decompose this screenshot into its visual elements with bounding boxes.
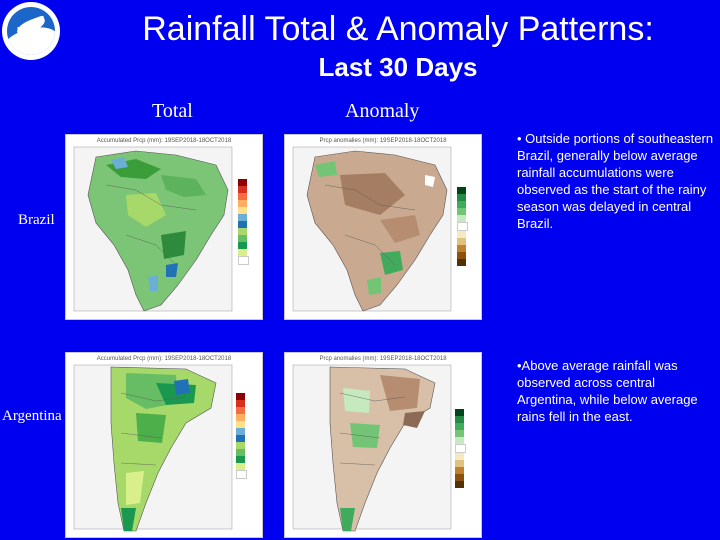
colorbar-segment	[457, 187, 466, 194]
colorbar-segment	[455, 474, 464, 481]
colorbar-segment	[238, 207, 247, 214]
colorbar-segment	[238, 193, 247, 200]
colorbar-segment	[236, 456, 245, 463]
colorbar-segment	[236, 400, 245, 407]
map-graphic	[73, 364, 233, 532]
colorbar	[236, 393, 247, 479]
colorbar-segment	[236, 428, 245, 435]
colorbar-segment	[236, 449, 245, 456]
colorbar-segment	[238, 221, 247, 228]
colorbar-segment	[236, 407, 245, 414]
colorbar-segment	[455, 481, 464, 488]
noaa-logo: NOAA	[2, 2, 60, 60]
map-title: Accumulated Prcp (mm): 19SEP2018-18OCT20…	[96, 356, 232, 362]
map-argentina-total: Accumulated Prcp (mm): 19SEP2018-18OCT20…	[65, 352, 263, 538]
colorbar-segment	[455, 460, 464, 467]
colorbar-segment	[457, 208, 466, 215]
column-header-anomaly: Anomaly	[345, 100, 420, 122]
map-brazil-anomaly: Prcp anomalies (mm): 19SEP2018-18OCT2018	[284, 134, 482, 320]
colorbar-segment	[455, 423, 464, 430]
colorbar-segment	[457, 231, 466, 238]
map-graphic	[292, 364, 452, 532]
map-graphic	[73, 146, 233, 312]
colorbar-segment	[238, 256, 249, 265]
colorbar	[457, 187, 468, 266]
note-argentina: •Above average rainfall was observed acr…	[517, 358, 698, 424]
colorbar-segment	[236, 414, 245, 421]
colorbar	[238, 179, 249, 265]
slide-title: Rainfall Total & Anomaly Patterns:	[142, 10, 654, 48]
row-label-argentina: Argentina	[2, 408, 62, 424]
colorbar-segment	[455, 409, 464, 416]
map-title: Prcp anomalies (mm): 19SEP2018-18OCT2018	[319, 356, 447, 362]
colorbar-segment	[238, 200, 247, 207]
colorbar-segment	[238, 179, 247, 186]
colorbar-segment	[238, 214, 247, 221]
colorbar-segment	[238, 242, 247, 249]
colorbar-segment	[455, 444, 466, 453]
colorbar-segment	[455, 467, 464, 474]
colorbar-segment	[457, 222, 468, 231]
colorbar-segment	[238, 249, 247, 256]
colorbar-segment	[457, 201, 466, 208]
colorbar-segment	[455, 437, 464, 444]
colorbar-segment	[457, 194, 466, 201]
colorbar-segment	[457, 259, 466, 266]
map-title: Prcp anomalies (mm): 19SEP2018-18OCT2018	[319, 138, 447, 144]
row-label-brazil: Brazil	[18, 212, 55, 228]
note-brazil: • Outside portions of southeastern Brazi…	[517, 131, 714, 231]
colorbar-segment	[455, 430, 464, 437]
colorbar	[455, 409, 466, 488]
noaa-logo-text: NOAA	[17, 26, 41, 35]
map-argentina-anomaly: Prcp anomalies (mm): 19SEP2018-18OCT2018	[284, 352, 482, 538]
colorbar-segment	[236, 435, 245, 442]
colorbar-segment	[457, 215, 466, 222]
colorbar-segment	[457, 252, 466, 259]
colorbar-segment	[457, 238, 466, 245]
map-title: Accumulated Prcp (mm): 19SEP2018-18OCT20…	[96, 138, 232, 144]
colorbar-segment	[455, 416, 464, 423]
colorbar-segment	[236, 421, 245, 428]
colorbar-segment	[236, 463, 245, 470]
map-brazil-total: Accumulated Prcp (mm): 19SEP2018-18OCT20…	[65, 134, 263, 320]
colorbar-segment	[238, 186, 247, 193]
colorbar-segment	[236, 442, 245, 449]
map-graphic	[292, 146, 452, 312]
colorbar-segment	[238, 235, 247, 242]
slide-subtitle: Last 30 Days	[318, 52, 478, 82]
colorbar-segment	[455, 453, 464, 460]
colorbar-segment	[238, 228, 247, 235]
colorbar-segment	[457, 245, 466, 252]
column-header-total: Total	[152, 100, 193, 122]
colorbar-segment	[236, 470, 247, 479]
colorbar-segment	[236, 393, 245, 400]
noaa-logo-emblem	[7, 7, 55, 55]
